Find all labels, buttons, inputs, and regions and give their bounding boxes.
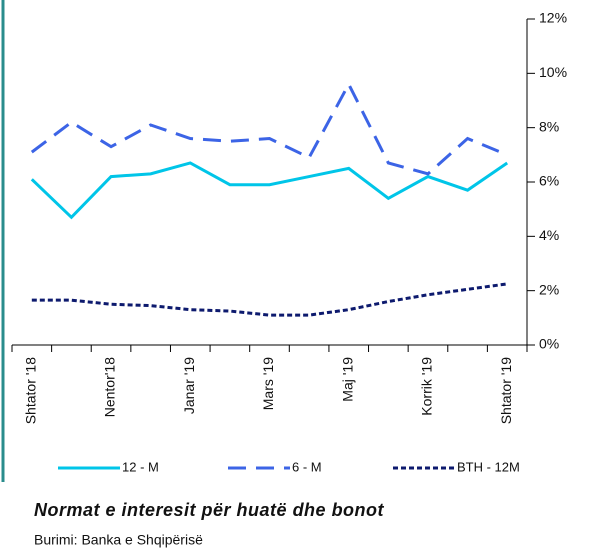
y-tick-label: 8%	[539, 118, 559, 134]
x-tick-label: Janar '19	[181, 357, 197, 414]
y-tick-label: 10%	[539, 64, 567, 80]
y-tick-label: 4%	[539, 227, 559, 243]
y-tick-label: 0%	[539, 336, 559, 352]
x-tick-label: Maj '19	[339, 357, 355, 402]
legend-label: 6 - M	[292, 459, 322, 474]
x-tick-label: Shtator '19	[498, 357, 514, 424]
x-tick-label: Korrik '19	[419, 357, 435, 416]
chart-title: Normat e interesit për huatë dhe bonot	[34, 500, 385, 520]
legend-label: BTH - 12M	[457, 459, 520, 474]
y-tick-label: 12%	[539, 10, 567, 26]
y-tick-label: 6%	[539, 173, 559, 189]
line-1	[30, 80, 508, 176]
y-tick-label: 2%	[539, 281, 559, 297]
source: Burimi: Banka e Shqipërisë	[34, 532, 203, 548]
legend-label: 12 - M	[122, 459, 159, 474]
x-tick-label: Shtator '18	[23, 357, 39, 424]
line-0	[30, 161, 509, 220]
line-2	[31, 282, 508, 317]
x-tick-label: Mars '19	[260, 357, 276, 410]
x-tick-label: Nentor'18	[102, 357, 118, 417]
